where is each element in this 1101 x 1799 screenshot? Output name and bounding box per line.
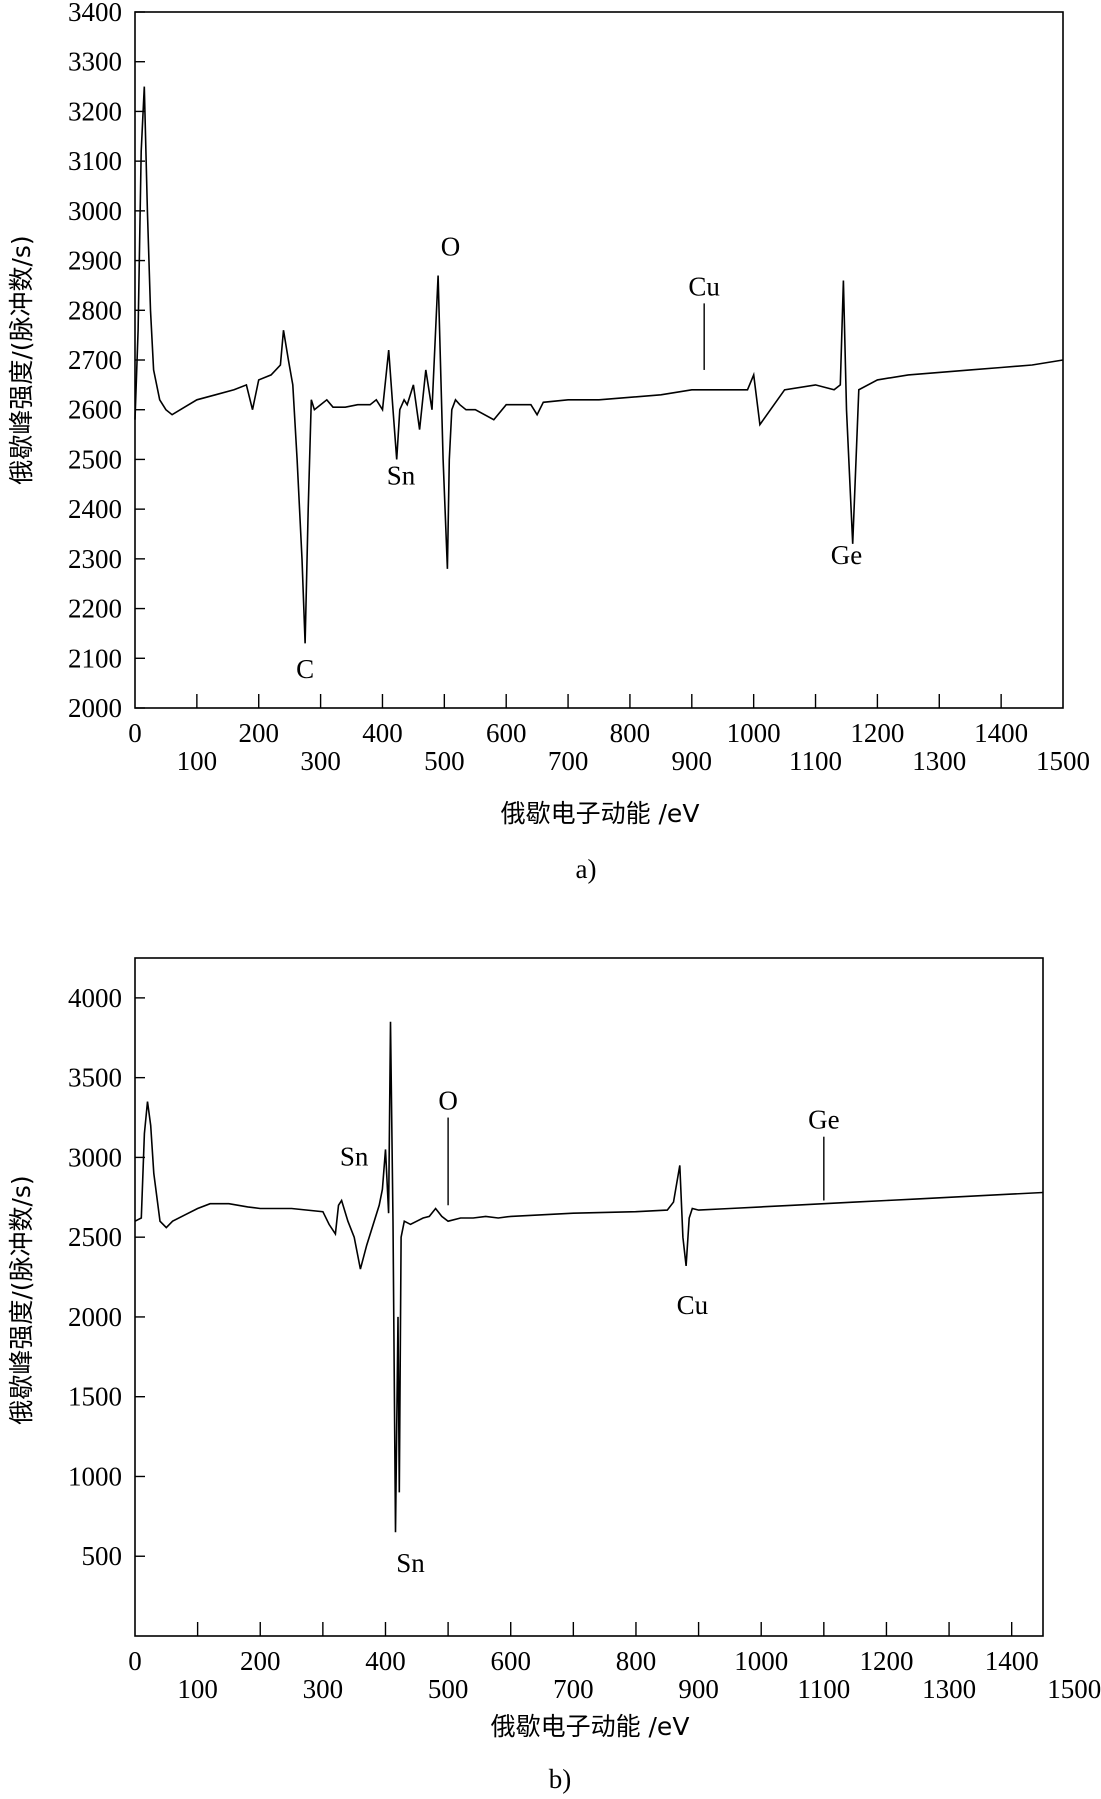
y-tick-label: 4000 bbox=[68, 983, 122, 1013]
x-tick-label-upper: 1000 bbox=[727, 718, 781, 748]
x-tick-label-upper: 1000 bbox=[734, 1646, 788, 1676]
y-tick-label: 2500 bbox=[68, 1222, 122, 1252]
x-tick-label-lower: 1100 bbox=[797, 1674, 850, 1704]
y-tick-label: 3200 bbox=[68, 96, 122, 126]
peak-annotations-b: Sn O Ge Cu Sn bbox=[340, 1086, 840, 1579]
x-tick-label-upper: 1200 bbox=[859, 1646, 913, 1676]
x-axis-ticks-a: 0 200 400 600 800 1000 1200 1400 100 300 500 700 900… bbox=[128, 694, 1090, 776]
y-tick-label: 3000 bbox=[68, 1142, 122, 1172]
x-tick-label-lower: 1100 bbox=[789, 746, 842, 776]
peak-label-c: C bbox=[296, 654, 314, 684]
y-tick-label: 2600 bbox=[68, 395, 122, 425]
y-axis-title-b: 俄歇峰强度/(脉冲数/s) bbox=[7, 1175, 36, 1424]
y-tick-label: 3000 bbox=[68, 196, 122, 226]
x-tick-label-upper: 200 bbox=[238, 718, 279, 748]
x-axis-title-a: 俄歇电子动能 /eV bbox=[501, 799, 700, 828]
peak-label-cu: Cu bbox=[677, 1290, 709, 1320]
x-tick-label-lower: 700 bbox=[553, 1674, 594, 1704]
plot-frame-a bbox=[134, 11, 1064, 709]
peak-label-ge: Ge bbox=[808, 1105, 839, 1135]
x-tick-label-upper: 400 bbox=[362, 718, 403, 748]
figure-caption-b: b) bbox=[549, 1764, 572, 1794]
chart-panel-b: 500 1000 1500 2000 2500 3000 3500 4000 0 200 400 6… bbox=[7, 957, 1101, 1794]
x-tick-label-upper: 400 bbox=[365, 1646, 406, 1676]
y-tick-label: 2300 bbox=[68, 544, 122, 574]
x-tick-label-lower: 1500 bbox=[1036, 746, 1090, 776]
x-tick-label-lower: 900 bbox=[678, 1674, 719, 1704]
x-axis-title-b: 俄歇电子动能 /eV bbox=[491, 1712, 690, 1741]
x-tick-label-lower: 500 bbox=[428, 1674, 469, 1704]
y-tick-label: 2500 bbox=[68, 444, 122, 474]
y-tick-label: 2900 bbox=[68, 246, 122, 276]
figure-caption-a: a) bbox=[576, 854, 597, 884]
peak-label-cu: Cu bbox=[688, 271, 720, 301]
spectrum-line-a bbox=[134, 86, 1064, 644]
x-tick-label-upper: 200 bbox=[240, 1646, 281, 1676]
x-tick-label-lower: 500 bbox=[424, 746, 465, 776]
x-tick-label-upper: 600 bbox=[490, 1646, 531, 1676]
peak-label-sn: Sn bbox=[340, 1141, 369, 1171]
x-tick-label-lower: 300 bbox=[300, 746, 341, 776]
x-tick-label-lower: 700 bbox=[548, 746, 589, 776]
y-tick-label: 2700 bbox=[68, 345, 122, 375]
y-axis-title-a: 俄歇峰强度/(脉冲数/s) bbox=[7, 235, 36, 484]
y-tick-label: 2100 bbox=[68, 643, 122, 673]
x-tick-label-lower: 1300 bbox=[912, 746, 966, 776]
y-tick-label: 500 bbox=[82, 1541, 123, 1571]
spectrum-line-b bbox=[134, 1021, 1044, 1533]
x-tick-label-lower: 900 bbox=[672, 746, 713, 776]
y-tick-label: 3100 bbox=[68, 146, 122, 176]
x-tick-label-upper: 1200 bbox=[850, 718, 904, 748]
peak-label-sn: Sn bbox=[387, 460, 416, 490]
y-axis-ticks-b: 500 1000 1500 2000 2500 3000 3500 4000 bbox=[68, 983, 145, 1571]
x-tick-label-upper: 600 bbox=[486, 718, 527, 748]
y-tick-label: 3300 bbox=[68, 47, 122, 77]
x-tick-label-lower: 100 bbox=[177, 746, 218, 776]
x-tick-label-upper: 1400 bbox=[985, 1646, 1039, 1676]
chart-panel-a: 2000210022002300240025002600270028002900… bbox=[7, 0, 1090, 884]
x-tick-label-lower: 1500 bbox=[1047, 1674, 1101, 1704]
x-tick-label-upper: 0 bbox=[128, 1646, 142, 1676]
peak-label-ge: Ge bbox=[831, 540, 862, 570]
y-axis-ticks-a: 2000 2100 2200 2300 2400 2500 2600 2700 2800 2900… bbox=[68, 0, 145, 723]
peak-label-o: O bbox=[441, 232, 461, 262]
y-tick-label: 2400 bbox=[68, 494, 122, 524]
y-tick-label: 3400 bbox=[68, 0, 122, 27]
x-axis-ticks-b: 0 200 400 600 800 1000 1200 1400 100 300 500 700 900… bbox=[128, 1622, 1101, 1704]
x-tick-label-upper: 800 bbox=[610, 718, 651, 748]
x-tick-label-upper: 1400 bbox=[974, 718, 1028, 748]
x-tick-label-upper: 0 bbox=[128, 718, 142, 748]
y-tick-label: 2800 bbox=[68, 295, 122, 325]
y-tick-label: 2000 bbox=[68, 693, 122, 723]
x-tick-label-upper: 800 bbox=[616, 1646, 657, 1676]
y-tick-label: 3500 bbox=[68, 1063, 122, 1093]
peak-annotations-a: C Sn O Cu Ge bbox=[296, 232, 862, 685]
y-tick-label: 1000 bbox=[68, 1461, 122, 1491]
y-tick-label: 2000 bbox=[68, 1302, 122, 1332]
y-tick-label: 2200 bbox=[68, 594, 122, 624]
y-tick-label: 1500 bbox=[68, 1382, 122, 1412]
peak-label-sn: Sn bbox=[396, 1548, 425, 1578]
plot-frame-b bbox=[134, 957, 1044, 1637]
x-tick-label-lower: 300 bbox=[303, 1674, 344, 1704]
x-tick-label-lower: 1300 bbox=[922, 1674, 976, 1704]
x-tick-label-lower: 100 bbox=[177, 1674, 218, 1704]
peak-label-o: O bbox=[438, 1086, 458, 1116]
